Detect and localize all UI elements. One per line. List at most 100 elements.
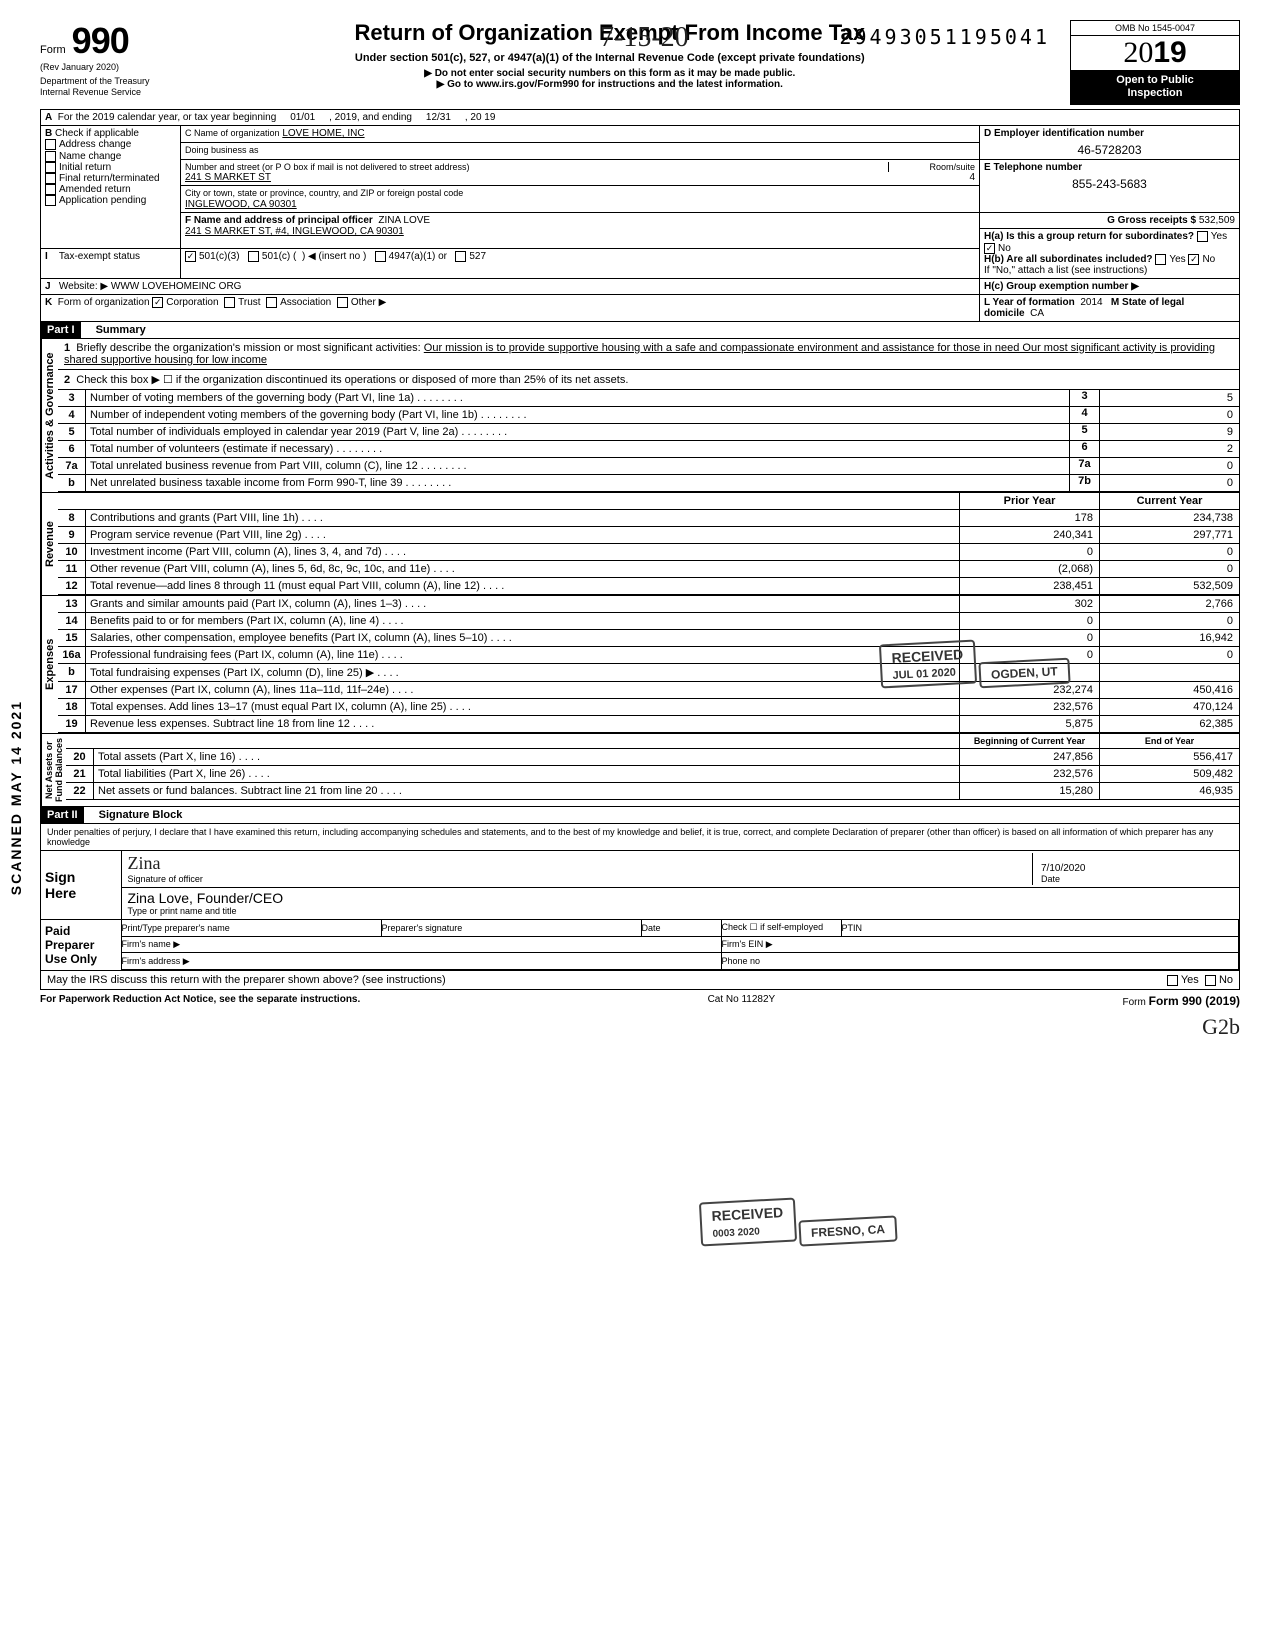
summary-row: 18 Total expenses. Add lines 13–17 (must…	[58, 699, 1239, 716]
paid-label: Paid Preparer Use Only	[41, 919, 121, 970]
4947-box[interactable]	[375, 251, 386, 262]
row-c-street: Number and street (or P O box if mail is…	[181, 160, 980, 186]
current-val: 556,417	[1099, 749, 1239, 765]
prior-val: 15,280	[959, 783, 1099, 799]
line1-label: Briefly describe the organization's miss…	[76, 342, 420, 354]
summary-row: 10 Investment income (Part VIII, column …	[58, 544, 1239, 561]
officer-typed-name: Zina Love, Founder/CEO	[128, 890, 284, 906]
line-box: 4	[1069, 407, 1099, 423]
checkbox-final-return[interactable]	[45, 173, 56, 184]
discuss-no: No	[1219, 974, 1233, 986]
current-val: 532,509	[1099, 578, 1239, 594]
discuss-row: May the IRS discuss this return with the…	[41, 970, 1239, 989]
current-val: 0	[1099, 544, 1239, 560]
opt-app-pending: Application pending	[59, 195, 146, 206]
checkbox-name-change[interactable]	[45, 151, 56, 162]
declaration: Under penalties of perjury, I declare th…	[41, 824, 1239, 851]
prep-date-label: Date	[641, 919, 721, 936]
row-b-block: B Check if applicable Address change Nam…	[41, 126, 181, 249]
ha-yes-box[interactable]	[1197, 231, 1208, 242]
hc-label: H(c) Group exemption number ▶	[984, 281, 1139, 292]
checkbox-initial-return[interactable]	[45, 162, 56, 173]
room-value: 4	[969, 172, 975, 183]
row-a-text2: , 2019, and ending	[329, 112, 412, 123]
corp-box[interactable]: ✓	[152, 297, 163, 308]
summary-row: 12 Total revenue—add lines 8 through 11 …	[58, 578, 1239, 595]
line-box: 7b	[1069, 475, 1099, 491]
prior-val: 238,451	[959, 578, 1099, 594]
part2-header-row: Part II Signature Block	[41, 807, 1239, 824]
trust-box[interactable]	[224, 297, 235, 308]
prior-val: 302	[959, 596, 1099, 612]
checkbox-app-pending[interactable]	[45, 195, 56, 206]
gov-row: 7a Total unrelated business revenue from…	[58, 458, 1239, 475]
line-desc: Revenue less expenses. Subtract line 18 …	[86, 716, 959, 732]
opt-initial-return: Initial return	[59, 162, 111, 173]
501c-box[interactable]	[248, 251, 259, 262]
summary-row: 11 Other revenue (Part VIII, column (A),…	[58, 561, 1239, 578]
row-a-label: A	[45, 112, 52, 123]
hb-yes-box[interactable]	[1155, 254, 1166, 265]
row-c-city: City or town, state or province, country…	[181, 186, 980, 213]
row-d: D Employer identification number 46-5728…	[980, 126, 1240, 160]
line-desc: Number of voting members of the governin…	[86, 390, 1069, 406]
checkbox-amended[interactable]	[45, 184, 56, 195]
line-num: 5	[58, 424, 86, 440]
room-label: Room/suite	[888, 162, 975, 172]
prior-val: 232,576	[959, 699, 1099, 715]
ha-no-box[interactable]: ✓	[984, 243, 995, 254]
row-h: H(a) Is this a group return for subordin…	[980, 229, 1240, 278]
summary-row: 14 Benefits paid to or for members (Part…	[58, 613, 1239, 630]
firm-name-label: Firm's name ▶	[121, 936, 721, 953]
row-a-text3: , 20	[465, 112, 482, 123]
line-box: 7a	[1069, 458, 1099, 474]
line-box: 5	[1069, 424, 1099, 440]
paid-preparer-table: Paid Preparer Use Only Print/Type prepar…	[41, 919, 1239, 971]
assoc-box[interactable]	[266, 297, 277, 308]
col-end: End of Year	[1099, 734, 1239, 748]
current-val: 62,385	[1099, 716, 1239, 732]
line-num: 12	[58, 578, 86, 594]
line-num: 9	[58, 527, 86, 543]
gross-receipts: 532,509	[1199, 215, 1235, 226]
opt-527: 527	[469, 252, 486, 263]
hb-no-box[interactable]: ✓	[1188, 254, 1199, 265]
city-label: City or town, state or province, country…	[185, 188, 463, 198]
line-num: 11	[58, 561, 86, 577]
line-num: 7a	[58, 458, 86, 474]
line-num: b	[58, 664, 86, 681]
line-val: 5	[1099, 390, 1239, 406]
checkbox-address-change[interactable]	[45, 139, 56, 150]
self-emp-label: Check ☐ if self-employed	[721, 919, 841, 936]
officer-addr: 241 S MARKET ST, #4, INGLEWOOD, CA 90301	[185, 226, 404, 237]
col-current: Current Year	[1099, 493, 1239, 509]
prior-val: 0	[959, 613, 1099, 629]
line-num: b	[58, 475, 86, 491]
opt-501c3: 501(c)(3)	[199, 252, 240, 263]
pra-notice: For Paperwork Reduction Act Notice, see …	[40, 994, 360, 1008]
line-num: 21	[66, 766, 94, 782]
line-val: 2	[1099, 441, 1239, 457]
row-i-label: I	[45, 251, 48, 262]
stamp1-text: RECEIVED	[891, 646, 963, 666]
signature: Zina	[128, 853, 161, 873]
firm-addr-label: Firm's address ▶	[121, 953, 721, 970]
line-val: 0	[1099, 407, 1239, 423]
handwritten-date: 7-15-20	[600, 22, 689, 54]
gov-row: 3 Number of voting members of the govern…	[58, 390, 1239, 407]
discuss-yes-box[interactable]	[1167, 975, 1178, 986]
name-label: Type or print name and title	[128, 906, 237, 916]
other-box[interactable]	[337, 297, 348, 308]
501c3-box[interactable]: ✓	[185, 251, 196, 262]
line-val: 9	[1099, 424, 1239, 440]
line-desc: Salaries, other compensation, employee b…	[86, 630, 959, 646]
discuss-yes: Yes	[1181, 974, 1199, 986]
527-box[interactable]	[455, 251, 466, 262]
line-num: 20	[66, 749, 94, 765]
discuss-no-box[interactable]	[1205, 975, 1216, 986]
line-num: 18	[58, 699, 86, 715]
part1-label: Part I	[41, 322, 81, 338]
tax-year: 2019	[1071, 36, 1239, 70]
part2-label: Part II	[41, 807, 84, 823]
row-i: I Tax-exempt status	[41, 249, 181, 278]
